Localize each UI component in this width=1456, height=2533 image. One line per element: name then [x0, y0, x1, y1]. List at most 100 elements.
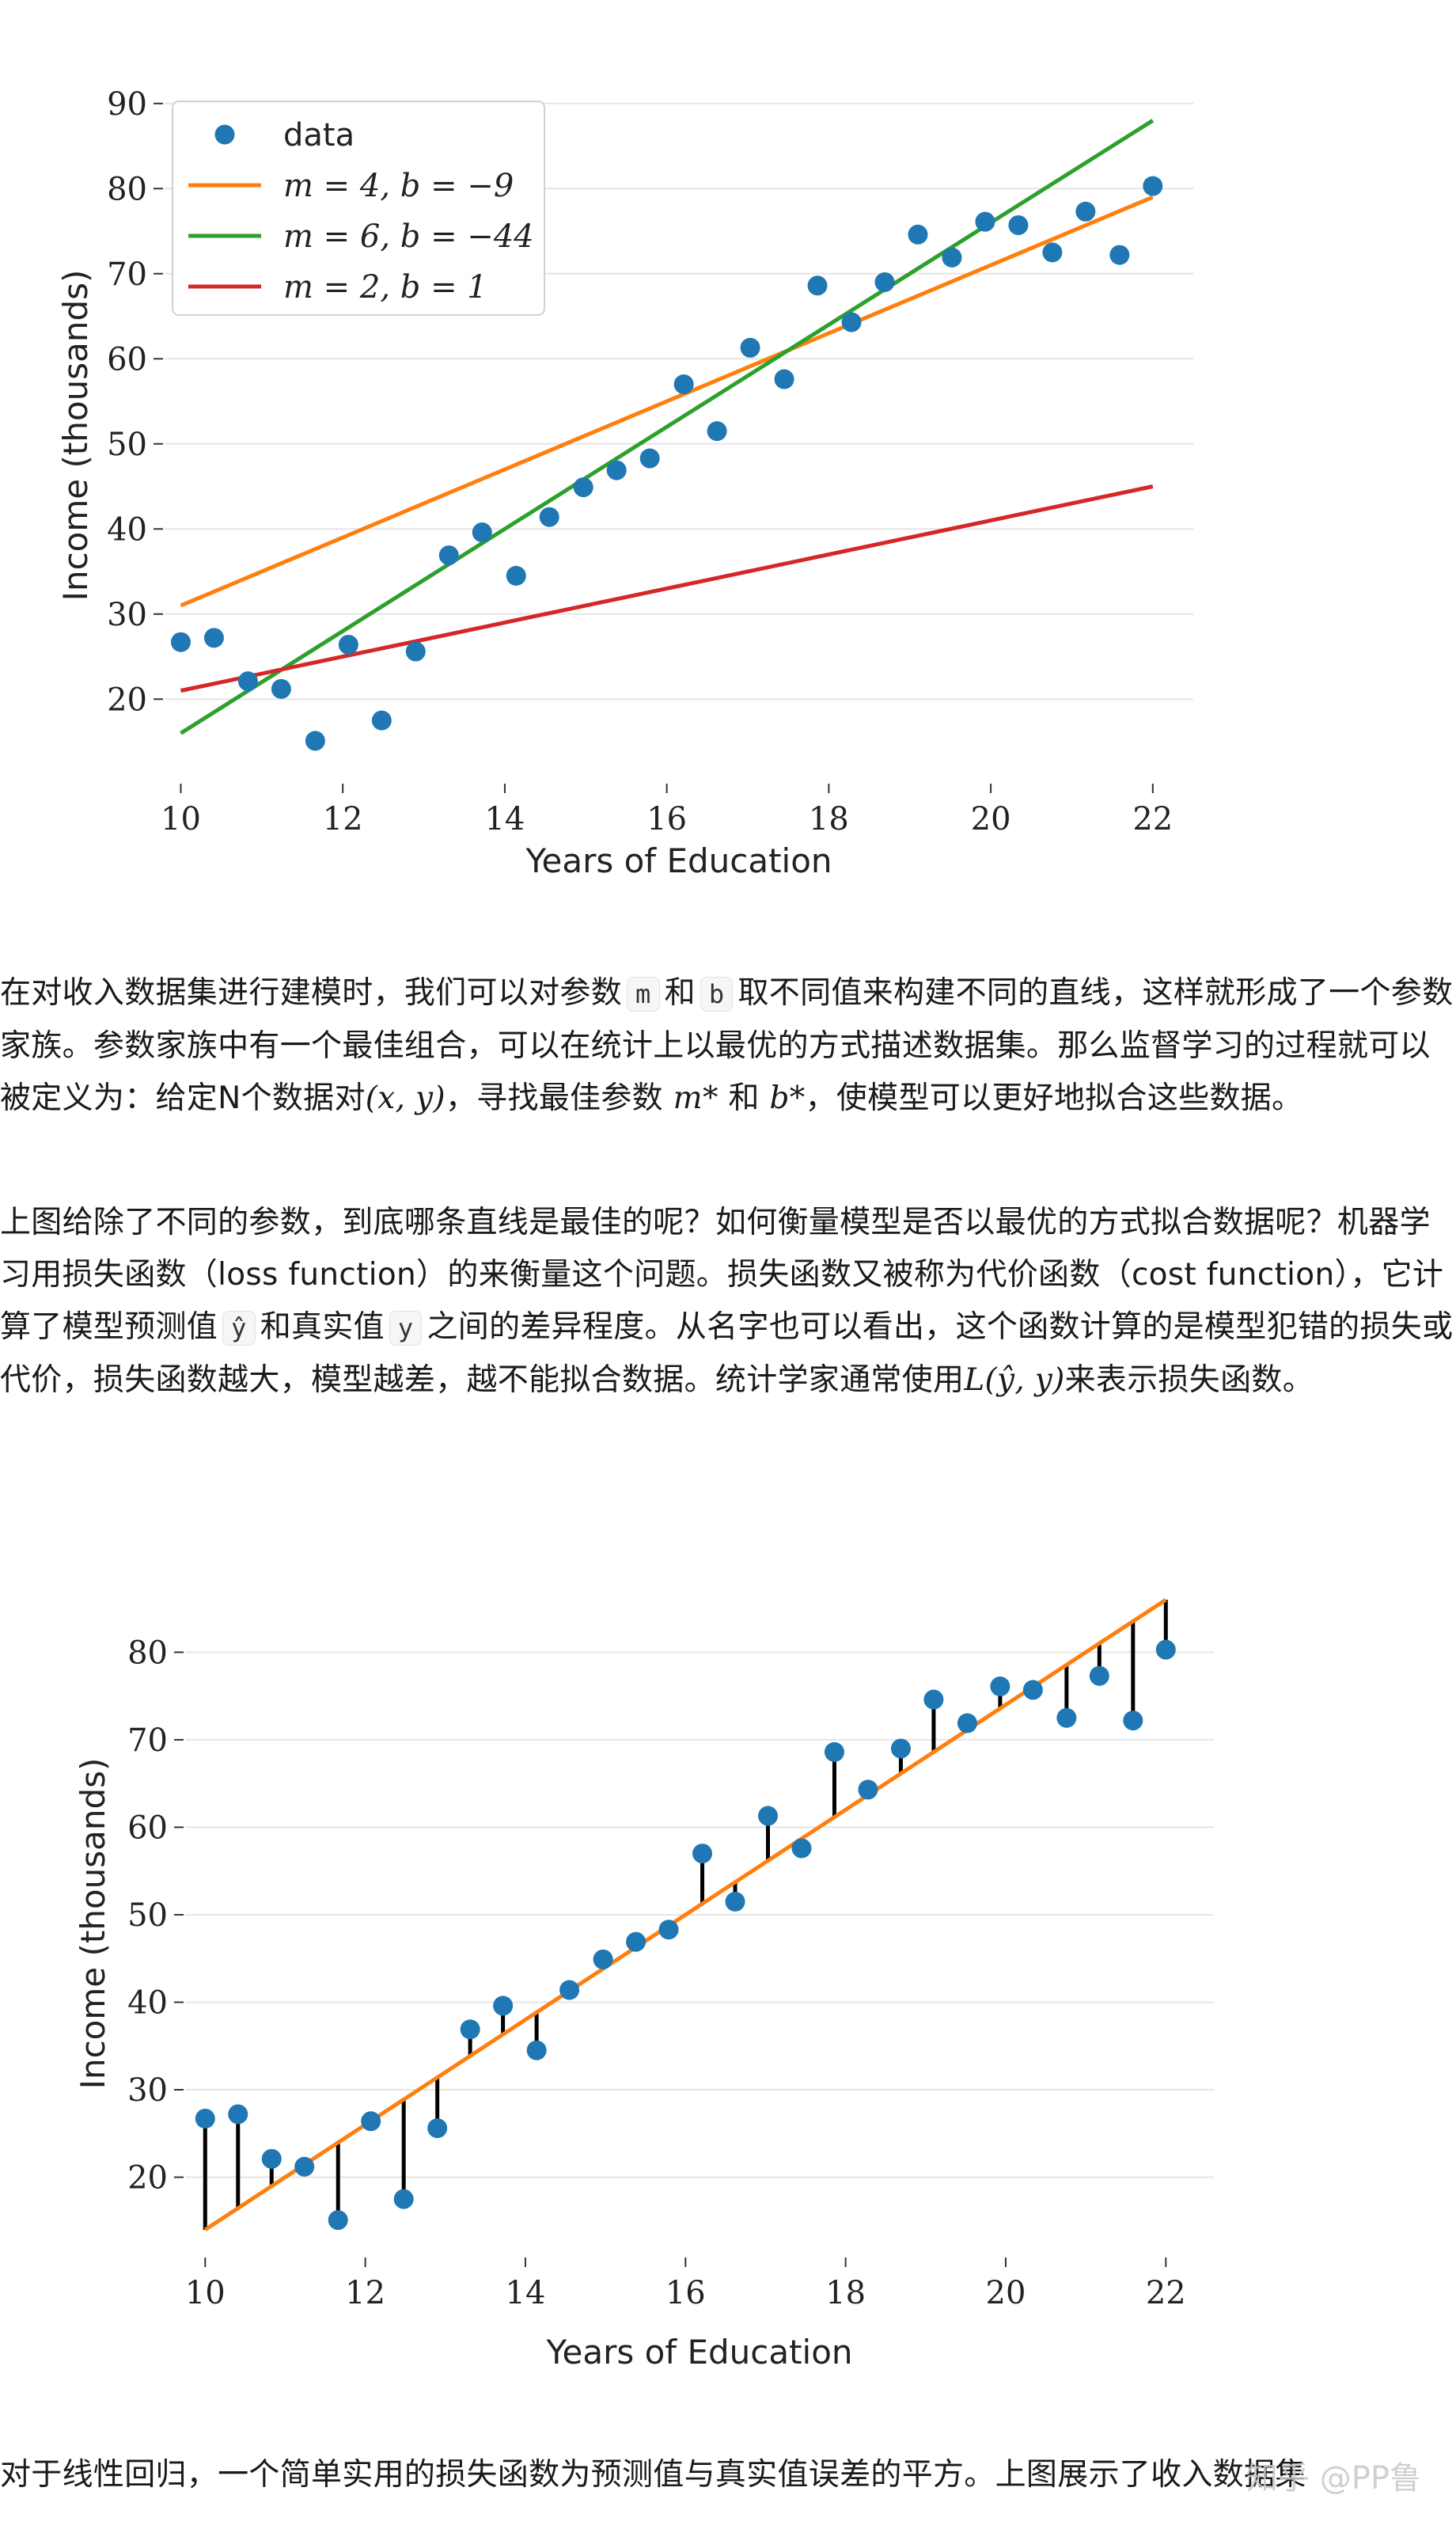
legend-label: m = 2, b = 1	[283, 269, 487, 306]
data-point	[573, 477, 593, 498]
p2-text-3: 之间的差异程度。从名字也可以看出，这个函数计算的是模型犯错的损失或代价，损失函数…	[0, 1309, 1454, 1398]
math-b-star: b*	[769, 1080, 806, 1116]
watermark: 知乎 @PP鲁	[1246, 2460, 1421, 2497]
paragraph-loss-function: 上图给除了不同的参数，到底哪条直线是最佳的呢？如何衡量模型是否以最优的方式拟合数…	[0, 1197, 1456, 1407]
data-point	[427, 2118, 448, 2139]
data-point	[923, 1689, 944, 1710]
y-tick-label: 80	[107, 171, 147, 207]
data-point	[393, 2189, 414, 2209]
math-xy: (x, y)	[365, 1080, 446, 1116]
data-point	[841, 312, 862, 332]
y-tick-label: 50	[107, 427, 147, 463]
math-loss: L(ŷ, y)	[964, 1362, 1065, 1398]
fit-line-3	[180, 484, 1154, 693]
y-tick-label: 80	[127, 1635, 168, 1671]
data-point	[361, 2111, 381, 2132]
data-point	[874, 272, 895, 292]
data-point	[228, 2104, 248, 2125]
chart-income-lines-svg: 20 30 40 50 60 70 80 90 10 12 14 16 18 20 22 Years of E…	[56, 86, 1193, 880]
x-tick-label: 18	[825, 2275, 866, 2311]
y-tick-label: 30	[107, 597, 147, 633]
data-point	[237, 671, 258, 692]
y-tick-label: 60	[107, 341, 147, 378]
p1-text-3: 取不同值来构建不同的直线，这样就形成了一个参数家族。参数家族中有一个最佳组合，可…	[0, 975, 1454, 1116]
data-point	[261, 2148, 282, 2169]
data-point	[539, 507, 559, 527]
data-point	[692, 1844, 713, 1864]
y-tick-label: 70	[107, 256, 147, 293]
data-point	[271, 678, 291, 699]
chart-income-lines: 20 30 40 50 60 70 80 90 10 12 14 16 18 20 22 Years of E…	[0, 0, 1456, 906]
x-tick-label: 14	[506, 2275, 546, 2311]
data-point	[975, 211, 995, 232]
data-point	[1109, 245, 1130, 265]
data-point	[990, 1676, 1010, 1696]
chart-income-residuals-svg: 20 30 40 50 60 70 80 10 12 14 16 18 20 22 Years of Edu…	[74, 1597, 1214, 2372]
p2-text-4: 来表示损失函数。	[1064, 1362, 1314, 1398]
legend-label: m = 4, b = −9	[283, 168, 514, 204]
data-point	[294, 2156, 315, 2177]
data-point	[559, 1980, 580, 2000]
code-y: y	[389, 1311, 423, 1346]
data-point	[305, 731, 325, 751]
x-tick-label: 16	[646, 801, 687, 837]
y-tick-label: 40	[107, 511, 147, 548]
p1-text-5: 和	[728, 1080, 760, 1116]
code-y-hat: ŷ	[222, 1311, 256, 1346]
data-point	[493, 1996, 514, 2016]
data-point	[460, 2019, 480, 2040]
data-point	[908, 224, 928, 245]
math-m-star: m*	[673, 1080, 719, 1116]
p2-text-2: 和真实值	[260, 1309, 385, 1345]
data-point	[807, 275, 828, 296]
data-point	[942, 247, 962, 268]
data-point	[338, 634, 358, 655]
data-point	[639, 448, 660, 469]
data-point	[1155, 1639, 1176, 1660]
p1-text-4: ，寻找最佳参数	[445, 1080, 663, 1116]
x-tick-label: 16	[665, 2275, 706, 2311]
data-point	[858, 1779, 878, 1800]
y-axis-title: Income (thousands)	[74, 1758, 112, 2090]
y-tick-label: 90	[107, 86, 147, 123]
x-tick-label: 14	[484, 801, 525, 837]
y-tick-label: 20	[107, 682, 147, 718]
data-point	[170, 632, 191, 652]
data-point	[203, 628, 224, 648]
data-point	[1022, 1680, 1043, 1700]
x-tick-label: 12	[345, 2275, 385, 2311]
x-tick-label: 10	[161, 801, 201, 837]
legend-marker	[214, 124, 235, 145]
data-point	[1008, 215, 1029, 235]
data-point	[1056, 1707, 1077, 1728]
y-tick-label: 30	[127, 2072, 168, 2109]
p2-text-1: 上图给除了不同的参数，到底哪条直线是最佳的呢？如何衡量模型是否以最优的方式拟合数…	[0, 1205, 1444, 1345]
data-point	[626, 1931, 646, 1952]
x-axis-title: Years of Education	[545, 2333, 852, 2372]
x-tick-label: 10	[185, 2275, 226, 2311]
data-point	[673, 374, 694, 394]
data-point	[606, 460, 627, 480]
data-point	[526, 2040, 547, 2060]
data-point	[371, 710, 392, 731]
data-point	[740, 337, 760, 358]
data-point	[707, 421, 727, 442]
p1-text-6: ，使模型可以更好地拟合这些数据。	[805, 1080, 1303, 1116]
x-tick-label: 18	[809, 801, 849, 837]
legend-label: data	[283, 117, 355, 154]
legend-label: m = 6, b = −44	[283, 218, 534, 255]
data-point	[1143, 176, 1163, 196]
x-axis-title: Years of Education	[525, 841, 832, 880]
data-point	[725, 1891, 745, 1912]
y-tick-label: 50	[127, 1897, 168, 1934]
data-point	[658, 1920, 679, 1940]
data-point	[593, 1949, 613, 1969]
data-point	[957, 1713, 977, 1734]
code-m: m	[627, 977, 660, 1012]
data-point	[1089, 1665, 1109, 1686]
x-tick-label: 12	[323, 801, 363, 837]
data-point	[757, 1806, 778, 1826]
paragraph-squared-error: 对于线性回归，一个简单实用的损失函数为预测值与真实值误差的平方。上图展示了收入数…	[0, 2457, 1306, 2493]
y-tick-label: 20	[127, 2160, 168, 2197]
paragraph-parameter-family: 在对收入数据集进行建模时，我们可以对参数 m 和 b 取不同值来构建不同的直线，这样就形…	[0, 967, 1456, 1125]
